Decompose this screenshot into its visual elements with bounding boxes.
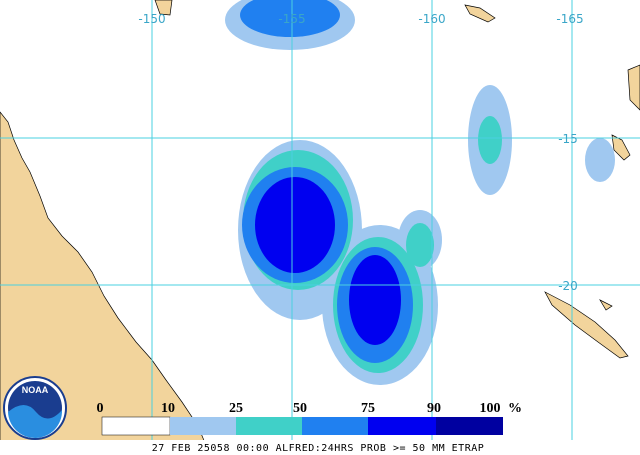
legend-label: 10 — [161, 401, 175, 416]
island — [464, 4, 496, 23]
color-bin — [236, 417, 302, 435]
longitude-label: -150 — [138, 12, 165, 26]
island — [154, 0, 173, 16]
logo-text: NOAA — [22, 385, 49, 395]
color-bin — [302, 417, 368, 435]
probability-field — [225, 0, 615, 385]
prob-75 — [349, 255, 401, 345]
island — [599, 299, 613, 311]
caption: 27 FEB 25058 00:00 ALFRED:24HRS PROB >= … — [152, 443, 485, 454]
island — [627, 64, 640, 111]
legend-label: 0 — [97, 401, 104, 416]
longitude-label: -160 — [418, 12, 445, 26]
legend-label: 25 — [229, 401, 243, 416]
legend-label: 50 — [293, 401, 307, 416]
prob-25 — [406, 223, 434, 267]
latitude-label: -20 — [558, 279, 578, 293]
prob-10 — [585, 138, 615, 182]
prob-25 — [478, 116, 502, 164]
island — [544, 291, 629, 359]
longitude-label: -155 — [278, 12, 305, 26]
island — [611, 134, 631, 161]
legend-unit: % — [508, 401, 522, 416]
color-bar — [101, 416, 503, 436]
color-bin — [368, 417, 436, 435]
graticule — [0, 0, 640, 440]
noaa-logo: NOAA — [3, 376, 67, 440]
legend-label: 100 — [480, 401, 501, 416]
legend-label: 75 — [361, 401, 375, 416]
logo-sea — [8, 405, 63, 439]
color-bin — [436, 417, 503, 435]
prob-75 — [255, 177, 335, 273]
legend-label: 90 — [427, 401, 441, 416]
caption-bar — [0, 440, 640, 455]
longitude-label: -165 — [556, 12, 583, 26]
latitude-label: -15 — [558, 132, 578, 146]
prob-50 — [240, 0, 340, 37]
color-bin — [101, 416, 171, 436]
color-bin — [170, 417, 236, 435]
